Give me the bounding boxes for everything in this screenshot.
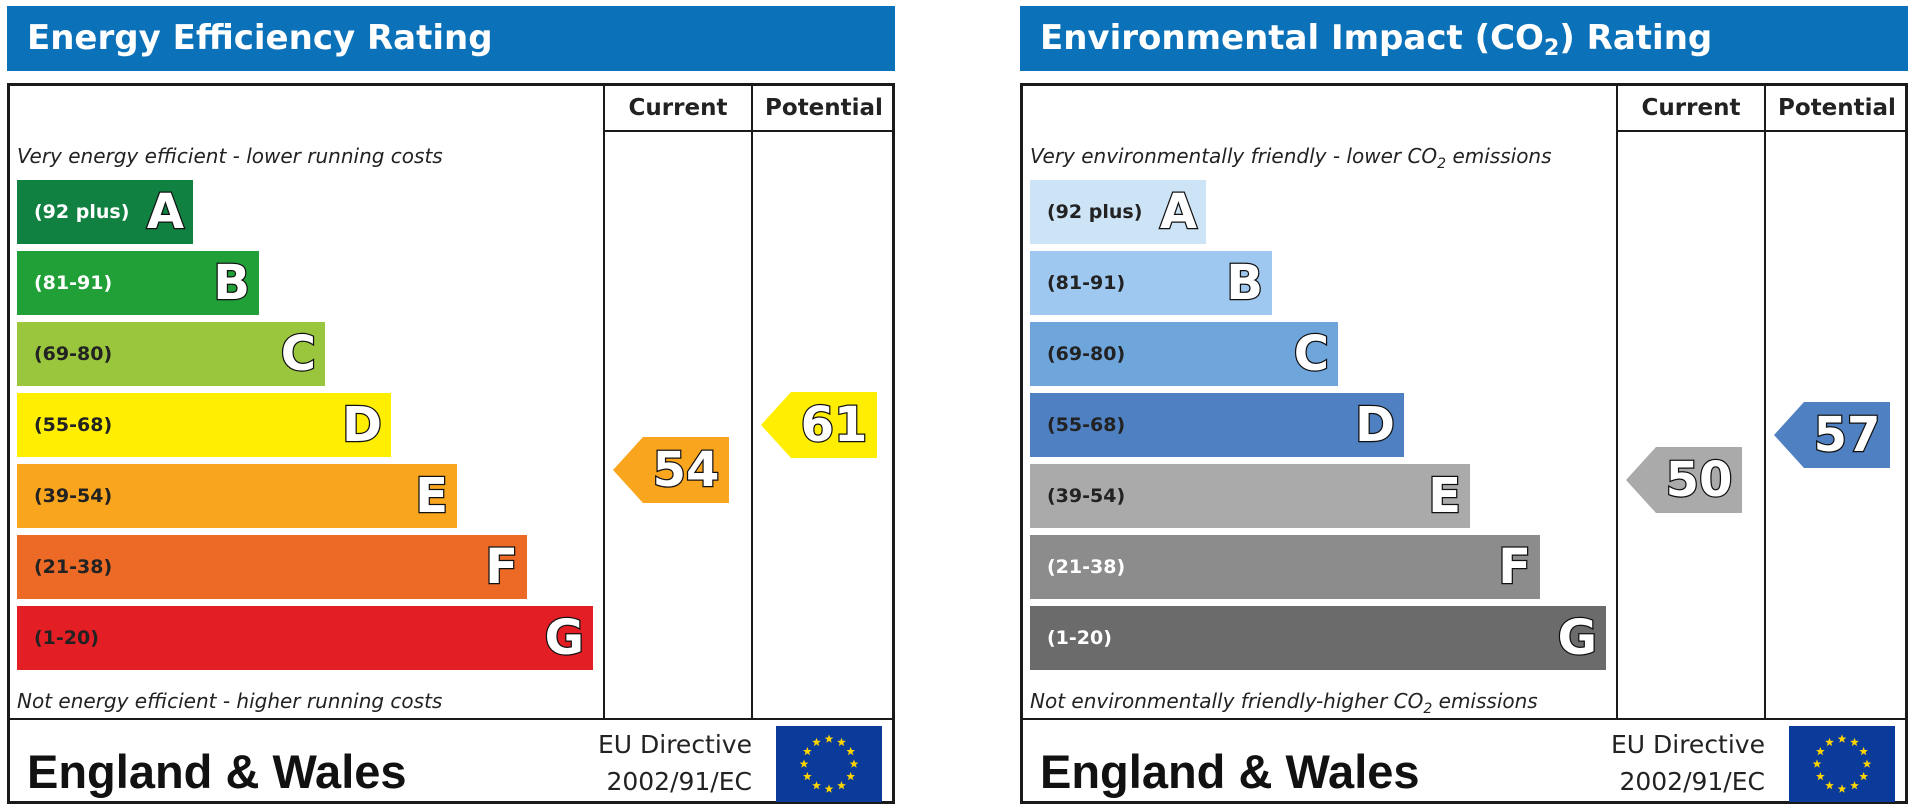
eu-star-icon <box>1862 759 1872 768</box>
current-column-header: Current <box>628 95 728 121</box>
potential-column-header: Potential <box>765 95 883 121</box>
band-range: (21-38) <box>34 556 113 578</box>
band-f: (21-38) F <box>17 535 527 599</box>
bottom-note: Not environmentally friendly-higher CO2 … <box>1030 689 1538 717</box>
band-d: (55-68) D <box>17 393 391 457</box>
band-letter: E <box>414 467 449 526</box>
eu-star-icon <box>1859 771 1869 781</box>
eu-star-icon <box>824 784 834 793</box>
potential-rating-value: 61 <box>799 396 868 455</box>
eu-star-icon <box>1837 784 1847 793</box>
eu-star-icon <box>802 771 812 781</box>
band-c: (69-80) C <box>17 322 325 386</box>
band-range: (39-54) <box>34 485 113 507</box>
eu-star-icon <box>1850 737 1859 747</box>
eu-star-icon <box>846 746 856 756</box>
current-rating-value: 50 <box>1664 451 1733 510</box>
environmental-impact-chart: Environmental Impact (CO2) Rating Curren… <box>1020 6 1908 804</box>
band-a: (92 plus) A <box>17 180 193 244</box>
band-letter: C <box>1293 325 1331 384</box>
potential-rating-value: 57 <box>1812 406 1881 465</box>
band-letter: G <box>1556 609 1598 668</box>
chart-title: Environmental Impact (CO2) Rating <box>1020 6 1908 71</box>
top-note: Very environmentally friendly - lower CO… <box>1030 144 1552 172</box>
eu-star-icon <box>812 781 821 790</box>
band-letter: G <box>543 609 585 668</box>
eu-star-icon <box>1815 771 1825 781</box>
band-c: (69-80) C <box>1030 322 1338 386</box>
band-a: (92 plus) A <box>1030 180 1206 244</box>
band-letter: B <box>212 254 251 313</box>
band-range: (1-20) <box>34 627 99 649</box>
band-e: (39-54) E <box>1030 464 1470 528</box>
band-range: (39-54) <box>1047 485 1126 507</box>
rating-table: Current Potential Very environmentally f… <box>1020 83 1908 804</box>
eu-star-icon <box>837 737 846 747</box>
band-letter: F <box>1497 538 1532 597</box>
potential-rating-arrow: 61 <box>761 392 877 458</box>
chart-title: Energy Efficiency Rating <box>7 6 895 71</box>
band-letter: B <box>1225 254 1264 313</box>
potential-column-header: Potential <box>1778 95 1896 121</box>
band-f: (21-38) F <box>1030 535 1540 599</box>
region-label: England & Wales <box>27 745 407 798</box>
band-e: (39-54) E <box>17 464 457 528</box>
eu-star-icon <box>846 771 856 781</box>
eu-star-icon <box>1815 746 1825 756</box>
current-column-header: Current <box>1641 95 1741 121</box>
band-letter: A <box>1159 183 1199 242</box>
region-label: England & Wales <box>1040 745 1420 798</box>
band-range: (81-91) <box>1047 272 1126 294</box>
current-rating-value: 54 <box>651 441 720 500</box>
potential-rating-arrow: 57 <box>1774 402 1890 468</box>
eu-star-icon <box>1837 734 1847 743</box>
band-letter: D <box>1354 396 1396 455</box>
eu-flag-icon <box>776 726 882 802</box>
band-d: (55-68) D <box>1030 393 1404 457</box>
band-range: (69-80) <box>34 343 113 365</box>
band-letter: E <box>1427 467 1462 526</box>
energy-efficiency-chart: Energy Efficiency Rating Current Potenti… <box>7 6 895 804</box>
eu-star-icon <box>812 737 821 747</box>
band-range: (92 plus) <box>34 201 130 223</box>
band-b: (81-91) B <box>1030 251 1272 315</box>
band-letter: C <box>280 325 318 384</box>
eu-star-icon <box>849 759 859 768</box>
band-g: (1-20) G <box>17 606 593 670</box>
band-range: (21-38) <box>1047 556 1126 578</box>
eu-star-icon <box>1850 781 1859 790</box>
band-letter: F <box>484 538 519 597</box>
band-range: (69-80) <box>1047 343 1126 365</box>
eu-star-icon <box>824 734 834 743</box>
eu-star-icon <box>802 746 812 756</box>
band-range: (1-20) <box>1047 627 1112 649</box>
rating-table: Current Potential Very energy efficient … <box>7 83 895 804</box>
band-g: (1-20) G <box>1030 606 1606 670</box>
eu-star-icon <box>799 759 809 768</box>
band-range: (55-68) <box>1047 414 1126 436</box>
eu-star-icon <box>837 781 846 790</box>
bottom-note: Not energy efficient - higher running co… <box>17 689 443 713</box>
eu-directive: EU Directive 2002/91/EC <box>1610 730 1765 796</box>
band-b: (81-91) B <box>17 251 259 315</box>
top-note: Very energy efficient - lower running co… <box>17 144 443 168</box>
band-range: (81-91) <box>34 272 113 294</box>
current-rating-arrow: 50 <box>1626 447 1742 513</box>
band-letter: D <box>341 396 383 455</box>
eu-star-icon <box>1825 781 1834 790</box>
eu-star-icon <box>1825 737 1834 747</box>
band-range: (92 plus) <box>1047 201 1143 223</box>
eu-star-icon <box>1859 746 1869 756</box>
current-rating-arrow: 54 <box>613 437 729 503</box>
band-range: (55-68) <box>34 414 113 436</box>
eu-flag-icon <box>1789 726 1895 802</box>
eu-directive: EU Directive 2002/91/EC <box>597 730 752 796</box>
eu-star-icon <box>1812 759 1822 768</box>
band-letter: A <box>146 183 186 242</box>
